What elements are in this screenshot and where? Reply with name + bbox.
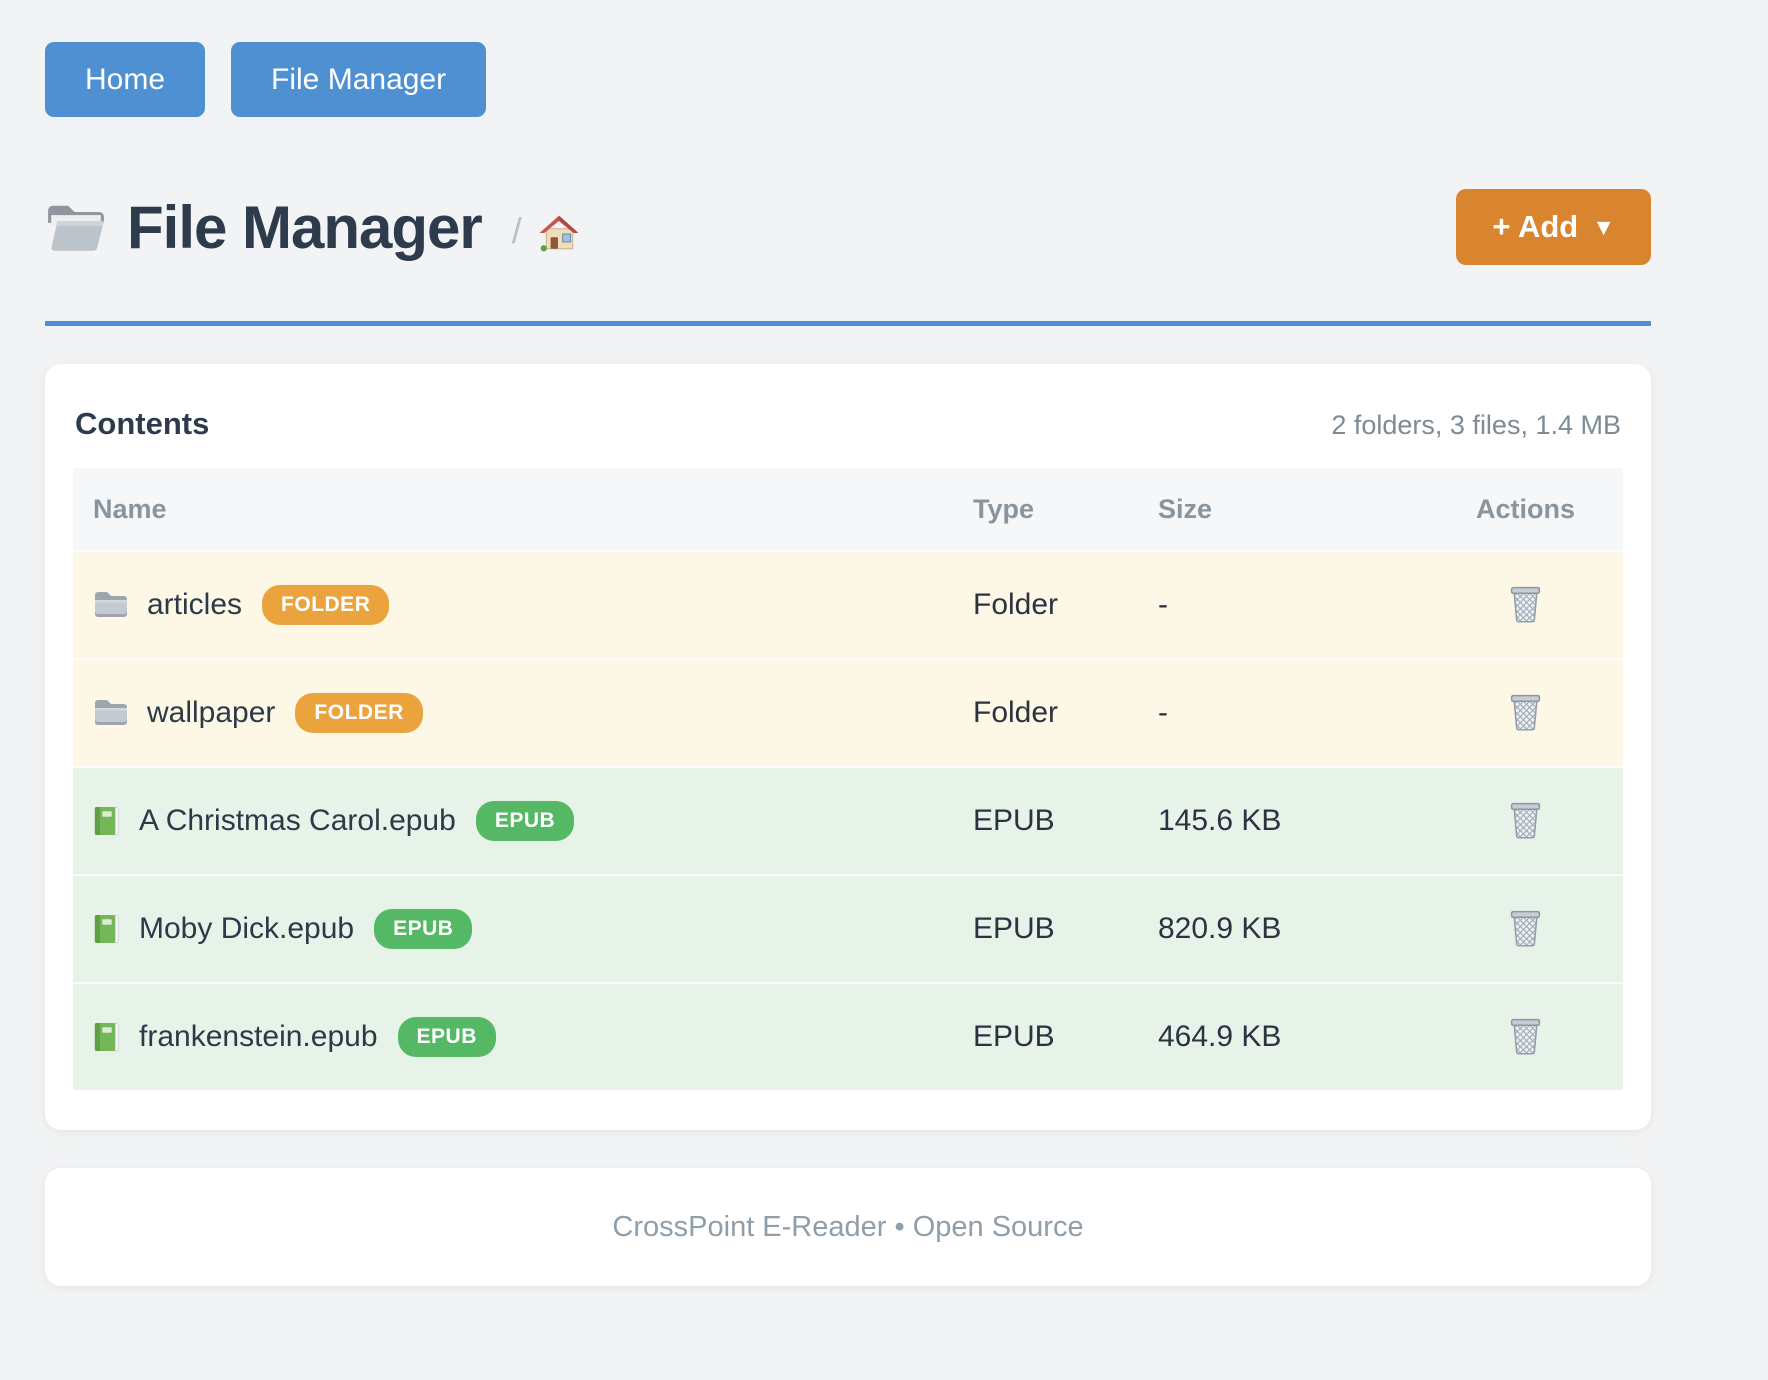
size-cell: 464.9 KB (1158, 1020, 1282, 1053)
breadcrumb-separator: / (511, 210, 522, 251)
page: Home File Manager File Manager / (45, 42, 1651, 1286)
type-cell: EPUB (973, 912, 1055, 945)
contents-summary: 2 folders, 3 files, 1.4 MB (1331, 410, 1621, 440)
caret-down-icon: ▼ (1592, 213, 1615, 240)
name-cell: wallpaper FOLDER (73, 693, 973, 733)
book-icon (93, 805, 121, 837)
type-cell: Folder (973, 696, 1059, 729)
delete-button[interactable] (1504, 1012, 1547, 1059)
file-name[interactable]: frankenstein.epub (139, 1020, 378, 1053)
type-badge: EPUB (374, 909, 473, 949)
footer-text: CrossPoint E-Reader • Open Source (612, 1210, 1084, 1243)
table-row: Moby Dick.epub EPUB EPUB 820.9 KB (73, 874, 1623, 982)
table-body: articles FOLDER Folder - (73, 550, 1623, 1090)
table-row: frankenstein.epub EPUB EPUB 464.9 KB (73, 982, 1623, 1090)
folder-open-icon (45, 201, 107, 254)
column-header-name: Name (93, 493, 167, 524)
delete-button[interactable] (1504, 904, 1547, 951)
table-header-row: Name Type Size Actions (73, 468, 1623, 550)
table-row: articles FOLDER Folder - (73, 550, 1623, 658)
file-name[interactable]: A Christmas Carol.epub (139, 804, 456, 837)
table-row: A Christmas Carol.epub EPUB EPUB 145.6 K… (73, 766, 1623, 874)
type-badge: EPUB (397, 1017, 496, 1057)
type-cell: Folder (973, 588, 1059, 621)
add-button-label: + Add (1492, 209, 1579, 244)
add-button[interactable]: + Add ▼ (1456, 189, 1651, 265)
actions-cell (1428, 688, 1623, 739)
type-badge: FOLDER (262, 585, 390, 625)
nav-file-manager-button[interactable]: File Manager (231, 42, 487, 117)
type-cell: EPUB (973, 1020, 1055, 1053)
footer-card: CrossPoint E-Reader • Open Source (45, 1168, 1651, 1286)
size-cell: - (1158, 696, 1168, 729)
title-group: File Manager / (45, 193, 580, 262)
file-name[interactable]: Moby Dick.epub (139, 912, 355, 945)
column-header-actions: Actions (1475, 493, 1575, 524)
table-row: wallpaper FOLDER Folder - (73, 658, 1623, 766)
name-cell: Moby Dick.epub EPUB (73, 909, 973, 949)
type-badge: EPUB (475, 801, 575, 841)
size-cell: 820.9 KB (1158, 912, 1282, 945)
folder-icon (93, 698, 129, 728)
contents-title: Contents (75, 406, 210, 441)
actions-cell (1428, 796, 1623, 847)
column-header-type: Type (973, 493, 1035, 524)
file-name[interactable]: articles (147, 588, 243, 621)
delete-button[interactable] (1504, 796, 1547, 843)
top-nav: Home File Manager (45, 42, 1651, 117)
file-name[interactable]: wallpaper (147, 696, 276, 729)
page-title: File Manager (127, 193, 483, 261)
actions-cell (1428, 1012, 1623, 1063)
type-cell: EPUB (973, 804, 1055, 837)
actions-cell (1428, 580, 1623, 631)
name-cell: articles FOLDER (73, 585, 973, 625)
contents-card-header: Contents 2 folders, 3 files, 1.4 MB (73, 406, 1623, 442)
page-header: File Manager / + Add ▼ (45, 189, 1651, 265)
delete-button[interactable] (1504, 688, 1547, 735)
name-cell: frankenstein.epub EPUB (73, 1017, 973, 1057)
column-header-size: Size (1158, 493, 1213, 524)
name-cell: A Christmas Carol.epub EPUB (73, 801, 973, 841)
home-icon[interactable] (538, 213, 580, 253)
contents-card: Contents 2 folders, 3 files, 1.4 MB Name… (45, 364, 1651, 1130)
folder-icon (93, 590, 129, 620)
size-cell: 145.6 KB (1158, 804, 1282, 837)
title-underline (45, 321, 1651, 326)
book-icon (93, 1021, 121, 1053)
delete-button[interactable] (1504, 580, 1547, 627)
type-badge: FOLDER (295, 693, 423, 733)
size-cell: - (1158, 588, 1168, 621)
book-icon (93, 913, 121, 945)
actions-cell (1428, 904, 1623, 955)
file-table: Name Type Size Actions articles FOLDER F… (73, 468, 1623, 1090)
nav-home-button[interactable]: Home (45, 42, 206, 117)
